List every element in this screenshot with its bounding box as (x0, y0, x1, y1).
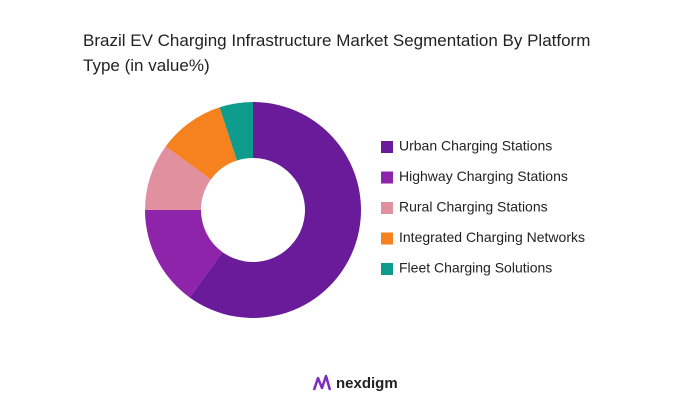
chart-title: Brazil EV Charging Infrastructure Market… (83, 31, 591, 75)
logo-icon (312, 374, 332, 391)
brand-name: nexdigm (336, 375, 398, 392)
donut-segment (219, 102, 253, 161)
legend-label: Integrated Charging Networks (399, 229, 585, 245)
brand-logo: nexdigm (312, 374, 398, 392)
legend-swatch (381, 202, 393, 214)
donut-segment (145, 146, 211, 210)
legend-label: Rural Charging Stations (399, 199, 548, 215)
donut-segment (145, 210, 223, 298)
legend-swatch (381, 232, 393, 245)
donut-segment (165, 107, 237, 180)
legend-label: Highway Charging Stations (399, 168, 568, 184)
legend-swatch (381, 141, 393, 153)
legend-swatch (381, 263, 393, 275)
legend-label: Urban Charging Stations (399, 138, 552, 154)
legend-swatch (381, 171, 393, 184)
legend-label: Fleet Charging Solutions (399, 260, 552, 276)
donut-segment (189, 102, 361, 318)
